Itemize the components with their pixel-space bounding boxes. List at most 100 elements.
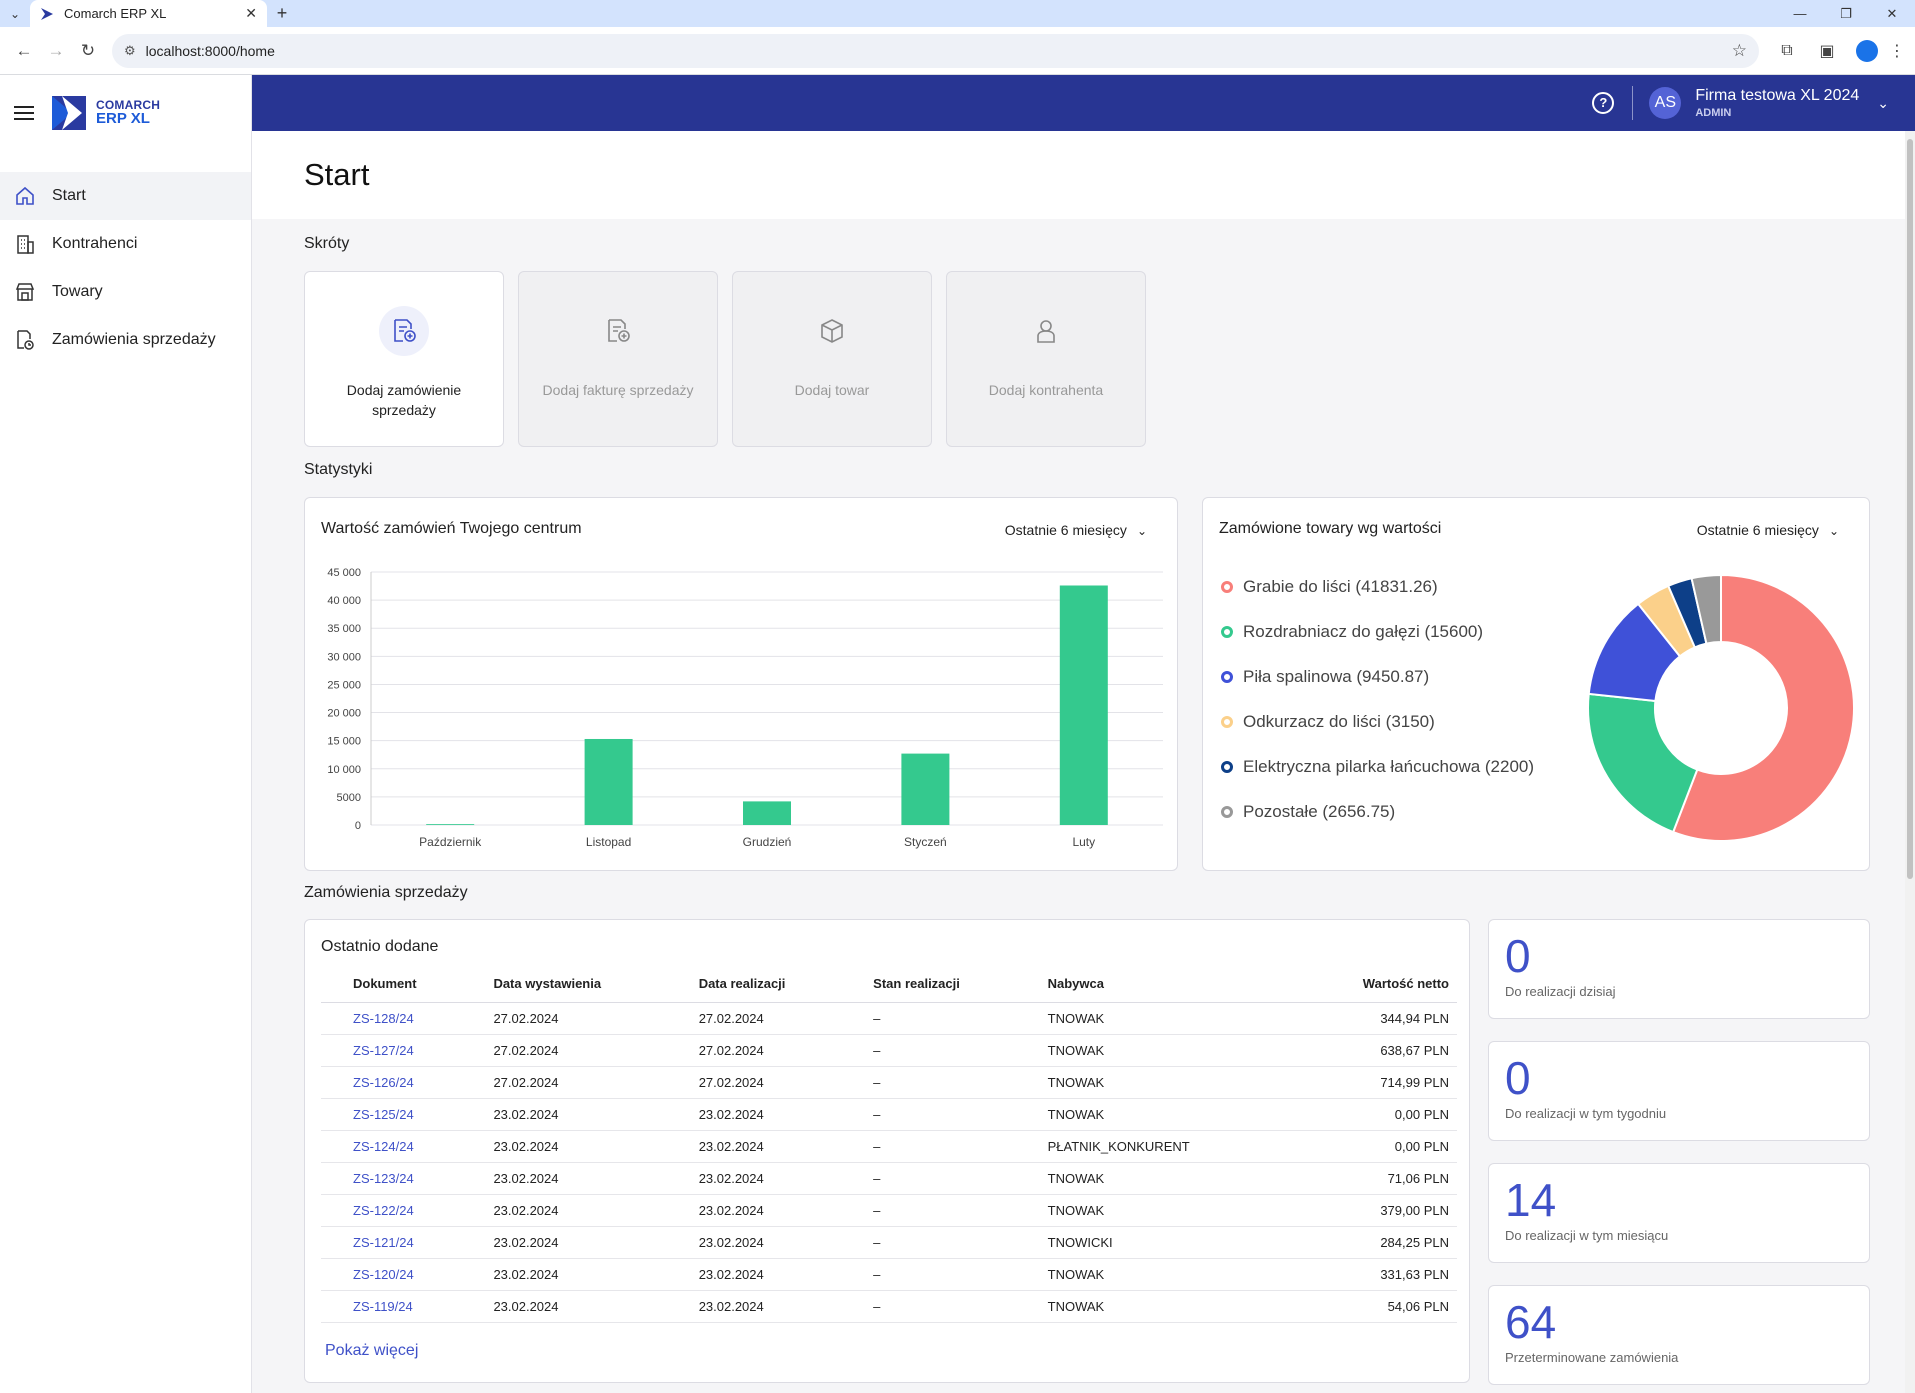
- bookmark-star-icon[interactable]: ☆: [1731, 40, 1747, 60]
- browser-menu-icon[interactable]: ⋮: [1889, 42, 1905, 60]
- minimize-icon[interactable]: —: [1793, 6, 1807, 21]
- table-cell[interactable]: ZS-124/24: [321, 1130, 462, 1163]
- col-header[interactable]: Dokument: [321, 966, 462, 1003]
- document-link[interactable]: ZS-119/24: [353, 1298, 413, 1314]
- chevron-down-icon[interactable]: ⌄: [1877, 94, 1889, 111]
- sidebar-item-zamowienia[interactable]: Zamówienia sprzedaży: [0, 316, 251, 364]
- legend-item[interactable]: Rozdrabniacz do gałęzi (15600): [1221, 609, 1534, 654]
- table-cell[interactable]: ZS-119/24: [321, 1290, 462, 1323]
- table-cell[interactable]: ZS-122/24: [321, 1194, 462, 1227]
- table-cell: –: [841, 1130, 1016, 1163]
- hamburger-menu-icon[interactable]: [14, 102, 34, 124]
- profile-icon[interactable]: [1856, 39, 1878, 62]
- show-more-link[interactable]: Pokaż więcej: [325, 1342, 419, 1359]
- legend-item[interactable]: Pozostałe (2656.75): [1221, 789, 1534, 834]
- donut-slice[interactable]: [1671, 573, 1855, 842]
- bar[interactable]: [584, 738, 633, 825]
- document-link[interactable]: ZS-120/24: [353, 1266, 414, 1282]
- window-controls: — ❐ ✕: [1777, 0, 1915, 27]
- table-cell[interactable]: ZS-120/24: [321, 1258, 462, 1291]
- document-link[interactable]: ZS-126/24: [353, 1074, 414, 1090]
- browser-tab[interactable]: Comarch ERP XL ✕: [30, 0, 267, 27]
- legend-item[interactable]: Odkurzacz do liści (3150): [1221, 699, 1534, 744]
- donut-slice[interactable]: [1690, 573, 1722, 645]
- site-info-icon[interactable]: ⚙: [124, 42, 136, 58]
- kpi-card-today[interactable]: 0 Do realizacji dzisiaj: [1488, 919, 1870, 1019]
- url-text[interactable]: localhost:8000/home: [145, 42, 275, 59]
- bar[interactable]: [901, 753, 950, 825]
- stats-title: Statystyki: [304, 461, 373, 478]
- bar[interactable]: [426, 824, 475, 825]
- document-link[interactable]: ZS-121/24: [353, 1234, 414, 1250]
- kpi-value: 0: [1505, 1052, 1531, 1104]
- company-switcher[interactable]: Firma testowa XL 2024 ADMIN: [1695, 87, 1859, 119]
- document-link[interactable]: ZS-122/24: [353, 1202, 414, 1218]
- col-header[interactable]: Data realizacji: [666, 966, 842, 1003]
- table-row[interactable]: ZS-120/24 23.02.2024 23.02.2024– TNOWAK 331,…: [321, 1258, 1457, 1291]
- sidebar-item-kontrahenci[interactable]: Kontrahenci: [0, 220, 251, 268]
- extensions-icon[interactable]: ⧉: [1781, 41, 1793, 59]
- comarch-logo-icon: [52, 95, 86, 130]
- bar-period-select[interactable]: Ostatnie 6 miesięcy ⌄: [1005, 522, 1147, 538]
- shortcut-add-product[interactable]: Dodaj towar: [732, 271, 932, 447]
- table-row[interactable]: ZS-122/24 23.02.2024 23.02.2024– TNOWAK 379,…: [321, 1194, 1457, 1227]
- shortcut-add-order[interactable]: Dodaj zamówienie sprzedaży: [304, 271, 504, 447]
- legend-item[interactable]: Grabie do liści (41831.26): [1221, 564, 1534, 609]
- col-header[interactable]: Nabywca: [1015, 966, 1272, 1003]
- url-bar[interactable]: ⚙ localhost:8000/home ☆: [112, 33, 1759, 68]
- table-cell[interactable]: ZS-125/24: [321, 1098, 462, 1131]
- reload-icon[interactable]: ↻: [80, 40, 96, 60]
- table-row[interactable]: ZS-119/24 23.02.2024 23.02.2024– TNOWAK 54,0…: [321, 1290, 1457, 1323]
- col-header[interactable]: Wartość netto: [1271, 966, 1457, 1003]
- table-header-row: Dokument Data wystawienia Data realizacj…: [321, 966, 1457, 1003]
- side-panel-icon[interactable]: ▣: [1819, 42, 1835, 60]
- scrollbar-thumb[interactable]: [1907, 139, 1913, 879]
- document-link[interactable]: ZS-127/24: [353, 1042, 414, 1058]
- kpi-card-week[interactable]: 0 Do realizacji w tym tygodniu: [1488, 1041, 1870, 1141]
- kpi-card-month[interactable]: 14 Do realizacji w tym miesiącu: [1488, 1163, 1870, 1263]
- table-cell[interactable]: ZS-126/24: [321, 1066, 462, 1099]
- table-row[interactable]: ZS-126/24 27.02.2024 27.02.2024– TNOWAK 714,…: [321, 1066, 1457, 1099]
- close-tab-icon[interactable]: ✕: [245, 5, 257, 21]
- shortcut-add-contractor[interactable]: Dodaj kontrahenta: [946, 271, 1146, 447]
- donut-slice[interactable]: [1587, 692, 1699, 834]
- table-cell[interactable]: ZS-127/24: [321, 1034, 462, 1067]
- table-cell[interactable]: ZS-123/24: [321, 1162, 462, 1195]
- new-tab-button[interactable]: +: [276, 3, 288, 23]
- legend-item[interactable]: Piła spalinowa (9450.87): [1221, 654, 1534, 699]
- tab-search-icon[interactable]: ⌄: [9, 6, 21, 21]
- page-scrollbar[interactable]: [1905, 131, 1915, 1393]
- document-link[interactable]: ZS-128/24: [353, 1010, 414, 1026]
- table-row[interactable]: ZS-123/24 23.02.2024 23.02.2024– TNOWAK 71,0…: [321, 1162, 1457, 1195]
- table-row[interactable]: ZS-127/24 27.02.2024 27.02.2024– TNOWAK 638,…: [321, 1034, 1457, 1067]
- y-tick-label: 10 000: [327, 764, 361, 776]
- table-cell[interactable]: ZS-128/24: [321, 1002, 462, 1035]
- table-cell: 23.02.2024: [666, 1162, 842, 1195]
- restore-icon[interactable]: ❐: [1840, 6, 1852, 21]
- table-row[interactable]: ZS-121/24 23.02.2024 23.02.2024– TNOWICKI 28…: [321, 1226, 1457, 1259]
- sidebar-item-start[interactable]: Start: [0, 172, 251, 220]
- document-link[interactable]: ZS-123/24: [353, 1170, 414, 1186]
- table-row[interactable]: ZS-125/24 23.02.2024 23.02.2024– TNOWAK 0,00…: [321, 1098, 1457, 1131]
- kpi-card-overdue[interactable]: 64 Przeterminowane zamówienia: [1488, 1285, 1870, 1385]
- logo-line1: COMARCH: [96, 98, 161, 112]
- donut-period-select[interactable]: Ostatnie 6 miesięcy ⌄: [1697, 522, 1839, 538]
- forward-icon[interactable]: →: [47, 40, 65, 60]
- table-cell: TNOWAK: [1015, 1258, 1272, 1291]
- table-cell[interactable]: ZS-121/24: [321, 1226, 462, 1259]
- col-header[interactable]: Stan realizacji: [841, 966, 1016, 1003]
- document-link[interactable]: ZS-124/24: [353, 1138, 414, 1154]
- avatar[interactable]: AS: [1649, 87, 1682, 119]
- close-window-icon[interactable]: ✕: [1886, 6, 1898, 21]
- bar[interactable]: [743, 801, 791, 825]
- sidebar-item-towary[interactable]: Towary: [0, 268, 251, 316]
- bar[interactable]: [1059, 585, 1108, 825]
- document-link[interactable]: ZS-125/24: [353, 1106, 414, 1122]
- help-icon[interactable]: ?: [1592, 92, 1615, 114]
- table-row[interactable]: ZS-124/24 23.02.2024 23.02.2024– PŁATNIK_KO…: [321, 1130, 1457, 1163]
- shortcut-add-invoice[interactable]: Dodaj fakturę sprzedaży: [518, 271, 718, 447]
- legend-item[interactable]: Elektryczna pilarka łańcuchowa (2200): [1221, 744, 1534, 789]
- col-header[interactable]: Data wystawienia: [461, 966, 667, 1003]
- back-icon[interactable]: ←: [15, 40, 33, 60]
- table-row[interactable]: ZS-128/24 27.02.2024 27.02.2024– TNOWAK 344,…: [321, 1002, 1457, 1035]
